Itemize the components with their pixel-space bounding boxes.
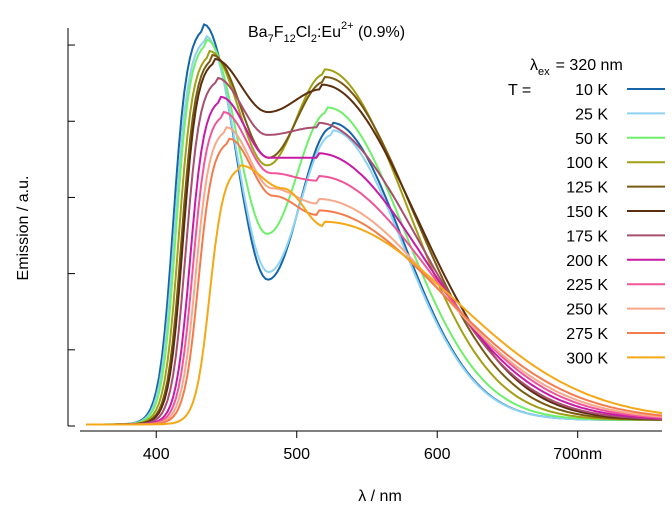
legend-prefix: T = bbox=[508, 82, 531, 99]
legend-label: 150 K bbox=[566, 204, 608, 221]
series-line bbox=[86, 34, 662, 426]
legend-label: 175 K bbox=[566, 228, 608, 245]
series-line bbox=[86, 95, 663, 426]
x-tick-label: 700nm bbox=[553, 446, 602, 463]
series-line bbox=[86, 38, 662, 426]
y-ticks bbox=[68, 44, 75, 427]
series-line bbox=[86, 110, 663, 426]
legend-label: 300 K bbox=[566, 350, 608, 367]
legend-label: 200 K bbox=[566, 253, 608, 270]
axes: 400 500 600 700nm bbox=[67, 28, 662, 463]
legend-label: 10 K bbox=[575, 82, 608, 99]
x-tick-label: 600 bbox=[424, 446, 451, 463]
legend-label: 250 K bbox=[566, 302, 608, 319]
chart-title: Ba7F12Cl2:Eu2+ (0.9%) bbox=[248, 20, 405, 45]
series-line bbox=[86, 76, 663, 426]
y-axis-label: Emission / a.u. bbox=[15, 176, 32, 281]
x-ticks: 400 500 600 700nm bbox=[143, 431, 602, 463]
series-line bbox=[86, 126, 663, 426]
plot-area bbox=[86, 23, 663, 426]
legend-label: 125 K bbox=[566, 180, 608, 197]
excitation-label: λex = 320 nm bbox=[530, 57, 623, 78]
series-line bbox=[86, 137, 663, 426]
x-tick-label: 400 bbox=[143, 446, 170, 463]
series-line bbox=[86, 164, 663, 426]
x-tick-label: 500 bbox=[283, 446, 310, 463]
legend-label: 50 K bbox=[575, 131, 608, 148]
x-axis-label: λ / nm bbox=[358, 488, 402, 505]
legend-label: 225 K bbox=[566, 277, 608, 294]
legend: 10 K 25 K 50 K 100 K 125 K 150 K 175 K 200 K 225… bbox=[566, 82, 665, 367]
legend-label: 275 K bbox=[566, 326, 608, 343]
legend-label: 25 K bbox=[575, 106, 608, 123]
series-line bbox=[86, 57, 663, 426]
series-line bbox=[86, 53, 663, 426]
legend-label: 100 K bbox=[566, 155, 608, 172]
